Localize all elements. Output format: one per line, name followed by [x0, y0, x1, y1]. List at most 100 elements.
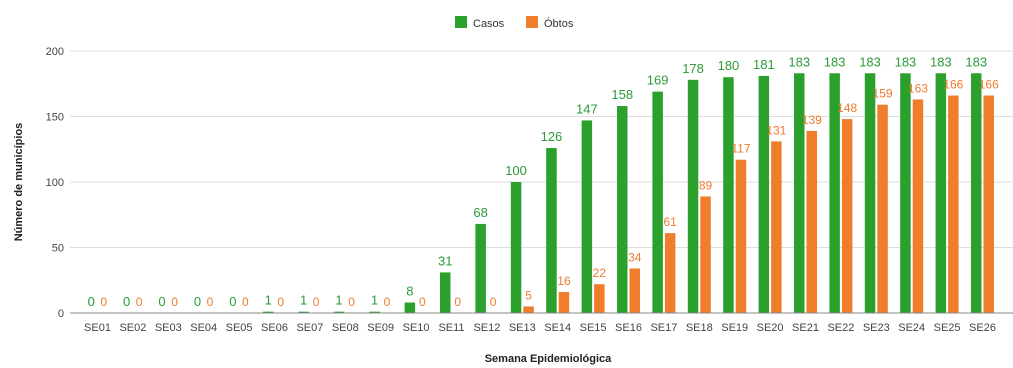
value-labels: 0 0 0 0 0 0 0 0 0 0 1 0 1 0 1 0 1 08031068010051261614722…: [88, 54, 999, 309]
x-tick-label-SE04: SE04: [190, 322, 217, 334]
value-label-casos-SE02: 0: [123, 294, 130, 309]
x-tick-label-SE12: SE12: [473, 322, 500, 334]
bar-casos-SE11: [440, 272, 451, 313]
value-label-obtos-SE13: 5: [525, 288, 532, 302]
legend-swatch-casos: [455, 16, 467, 28]
x-tick-label-SE25: SE25: [934, 322, 961, 334]
bar-casos-SE14: [546, 147, 557, 313]
value-label-obtos-SE19: 117: [731, 142, 750, 156]
value-label-casos-SE13: 100: [505, 163, 527, 178]
x-tick-label-SE15: SE15: [580, 322, 607, 334]
x-tick-label-SE24: SE24: [898, 322, 925, 334]
value-label-casos-SE04: 0: [194, 294, 201, 309]
x-tick-label-SE18: SE18: [686, 322, 713, 334]
legend-label-casos: Casos: [473, 18, 505, 30]
bar-casos-SE21: [794, 73, 805, 314]
x-tick-label-SE20: SE20: [757, 322, 784, 334]
bar-casos-SE25: [935, 73, 947, 314]
value-label-casos-SE07: 1: [300, 293, 307, 308]
bar-casos-SE09: [369, 311, 380, 313]
bar-casos-SE24: [900, 73, 911, 314]
value-label-obtos-SE15: 22: [593, 266, 607, 280]
x-tick-label-SE10: SE10: [403, 322, 430, 334]
value-label-casos-SE12: 68: [473, 205, 487, 220]
value-label-obtos-SE26: 166: [979, 78, 999, 92]
value-label-casos-SE25: 183: [930, 54, 952, 69]
bar-casos-SE18: [687, 79, 699, 313]
legend-label-obtos: Óbtos: [544, 17, 574, 30]
bar-casos-SE10: [404, 302, 416, 313]
value-label-obtos-SE08: 0: [348, 295, 355, 309]
value-label-obtos-SE01: 0: [100, 295, 107, 309]
bar-obtos-SE18: [700, 196, 711, 313]
bar-casos-SE23: [864, 73, 876, 314]
x-tick-label-SE13: SE13: [509, 322, 536, 334]
x-tick-label-SE19: SE19: [721, 322, 748, 334]
legend-swatch-obtos: [526, 16, 538, 28]
bar-obtos-SE23: [877, 104, 888, 314]
bar-casos-SE12: [475, 223, 486, 313]
bar-casos-SE13: [510, 182, 522, 313]
value-label-obtos-SE03: 0: [171, 295, 178, 309]
x-tick-label-SE05: SE05: [226, 322, 253, 334]
value-label-casos-SE26: 183: [965, 54, 987, 69]
bar-casos-SE20: [758, 75, 770, 313]
value-label-casos-SE03: 0: [158, 294, 165, 309]
y-tick-label-200: 200: [46, 46, 64, 58]
x-tick-label-SE09: SE09: [367, 322, 394, 334]
bar-casos-SE26: [971, 73, 982, 314]
y-axis-title: Número de municípios: [13, 123, 25, 242]
value-label-casos-SE19: 180: [718, 58, 740, 73]
value-label-casos-SE09: 1: [371, 293, 378, 308]
value-label-casos-SE08: 1: [335, 293, 342, 308]
y-tick-label-0: 0: [58, 308, 64, 320]
y-tick-label-100: 100: [46, 177, 64, 189]
value-label-casos-SE05: 0: [229, 294, 236, 309]
bar-casos-SE19: [723, 77, 734, 313]
legend: Casos Óbtos: [455, 16, 574, 30]
value-label-obtos-SE25: 166: [943, 78, 963, 92]
value-label-obtos-SE23: 159: [873, 87, 893, 101]
y-tick-label-50: 50: [52, 243, 64, 255]
value-label-obtos-SE21: 139: [802, 113, 822, 127]
value-label-casos-SE22: 183: [824, 54, 846, 69]
value-label-casos-SE23: 183: [859, 54, 881, 69]
x-tick-label-SE03: SE03: [155, 322, 182, 334]
value-label-obtos-SE14: 16: [557, 274, 571, 288]
bar-obtos-SE24: [912, 99, 924, 313]
bar-casos-SE15: [581, 120, 593, 314]
y-tick-label-150: 150: [46, 112, 64, 124]
value-label-casos-SE15: 147: [576, 101, 598, 116]
bar-casos-SE16: [617, 106, 628, 314]
value-label-casos-SE01: 0: [88, 294, 95, 309]
bar-obtos-SE25: [948, 95, 959, 313]
bar-casos-SE08: [333, 311, 345, 313]
value-label-obtos-SE22: 148: [837, 101, 857, 115]
x-axis-ticks: SE01 SE02 SE03 SE04 SE05 SE06 SE07 SE08 SE09 SE10…: [84, 322, 996, 334]
x-tick-label-SE14: SE14: [544, 322, 571, 334]
bar-casos-SE07: [298, 311, 309, 313]
value-label-obtos-SE04: 0: [207, 295, 214, 309]
bar-obtos-SE17: [664, 233, 676, 313]
bars: [263, 73, 994, 314]
value-label-obtos-SE10: 0: [419, 295, 426, 309]
value-label-obtos-SE09: 0: [384, 295, 391, 309]
x-tick-label-SE21: SE21: [792, 322, 819, 334]
value-label-obtos-SE24: 163: [908, 81, 928, 95]
x-axis-title: Semana Epidemiológica: [485, 353, 612, 365]
x-tick-label-SE02: SE02: [119, 322, 146, 334]
gridlines: [70, 50, 1013, 248]
bar-obtos-SE16: [629, 268, 640, 313]
value-label-casos-SE16: 158: [611, 87, 633, 102]
bar-obtos-SE15: [594, 284, 605, 313]
value-label-obtos-SE06: 0: [277, 295, 284, 309]
value-label-obtos-SE02: 0: [136, 295, 143, 309]
x-tick-label-SE16: SE16: [615, 322, 642, 334]
value-label-obtos-SE12: 0: [490, 295, 497, 309]
x-tick-label-SE26: SE26: [969, 322, 996, 334]
bar-obtos-SE21: [806, 130, 817, 313]
value-label-casos-SE18: 178: [682, 61, 704, 76]
value-label-casos-SE11: 31: [438, 253, 452, 268]
